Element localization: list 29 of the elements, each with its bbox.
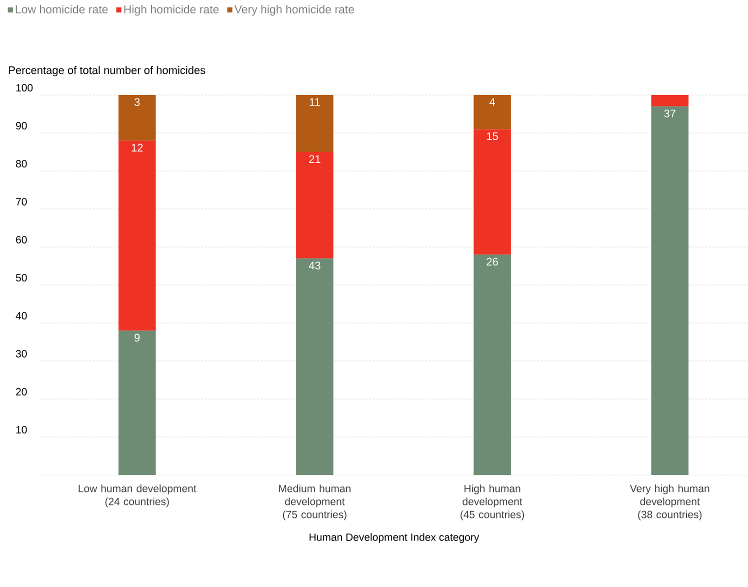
y-tick-label: 70 <box>16 198 27 206</box>
y-tick-label: 10 <box>16 426 27 434</box>
y-tick-label: 20 <box>16 388 27 396</box>
x-tick-label: Very high human development (38 countries) <box>630 484 710 520</box>
annotation: 3 <box>134 98 140 106</box>
y-tick-label: 90 <box>16 122 27 130</box>
y-tick-label: 60 <box>16 236 27 244</box>
annotation: 4 <box>489 98 496 106</box>
y-axis-title: Percentage of total number of homicides <box>9 66 206 76</box>
y-tick-label: 80 <box>16 160 27 168</box>
x-tick-label: Low human development (24 countries) <box>78 484 196 508</box>
y-tick-label: 50 <box>16 274 27 282</box>
legend-label: High homicide rate <box>124 4 219 16</box>
y-tick-label: 40 <box>16 312 27 320</box>
x-tick-label: Medium human development (75 countries) <box>279 484 350 520</box>
annotation: 15 <box>487 132 498 140</box>
annotation: 43 <box>308 262 320 270</box>
legend-label: Low homicide rate <box>16 4 108 14</box>
annotation: 26 <box>486 258 498 266</box>
annotation: 9 <box>134 334 140 342</box>
x-tick-label: High human development (45 countries) <box>460 484 524 520</box>
legend-label: Very high homicide rate <box>234 4 354 16</box>
y-tick-label: 30 <box>16 350 27 358</box>
annotation: 11 <box>310 98 320 106</box>
y-tick-label: 100 <box>16 84 33 92</box>
annotation: 21 <box>309 155 320 163</box>
annotation: 12 <box>132 144 143 152</box>
annotation: 37 <box>664 110 676 118</box>
x-axis-title: Human Development Index category <box>310 533 480 543</box>
